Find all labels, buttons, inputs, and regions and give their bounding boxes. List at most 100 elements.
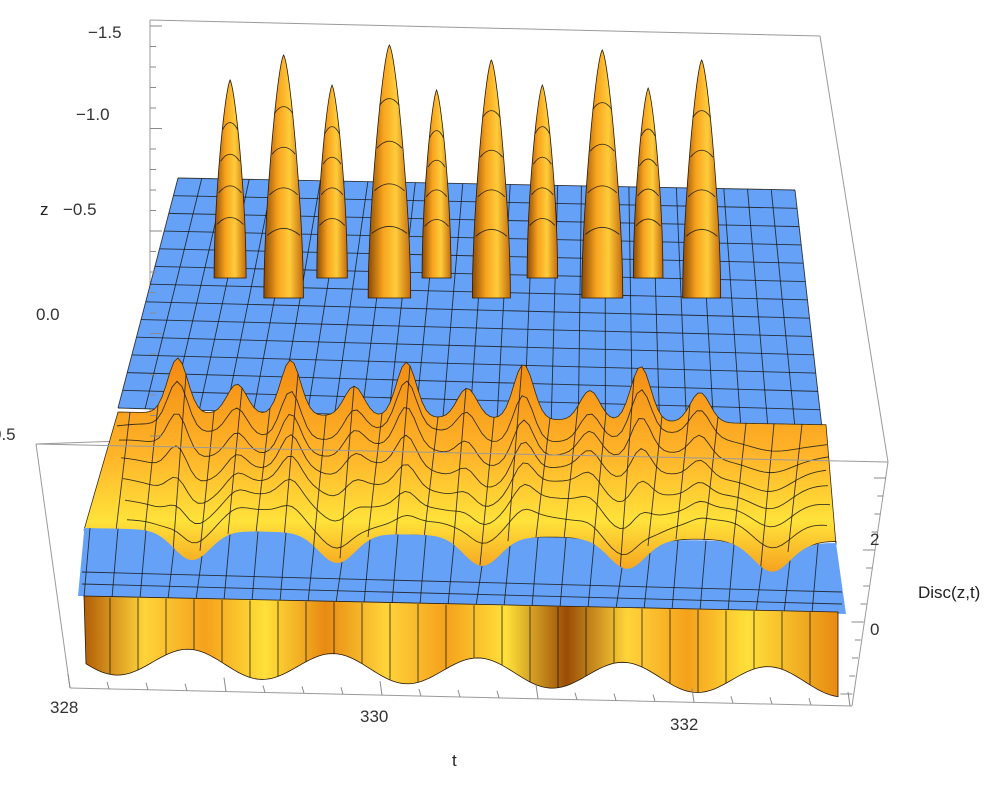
spike-mesh-line [429, 130, 444, 138]
t-axis-ticks [67, 673, 851, 707]
blue-plane-front-grid [81, 528, 843, 614]
grid-line [225, 179, 274, 412]
spike-mesh-line [531, 187, 554, 196]
spike-mesh-line [319, 217, 346, 226]
spike-mesh-line [637, 188, 660, 197]
spike-mesh-line [687, 189, 716, 198]
tick-mark [808, 697, 812, 706]
spike-mesh-line [532, 156, 552, 165]
spike-mesh-line [218, 185, 242, 194]
mesh-line [367, 413, 383, 538]
mesh-line [535, 418, 551, 538]
grid-line [747, 189, 769, 427]
spike-mesh-line [692, 110, 711, 118]
mesh-line [507, 364, 523, 542]
disc-axis-label: Disc(z,t) [918, 583, 980, 602]
spike [316, 84, 348, 279]
spike [471, 59, 511, 299]
disc-tick-2: 2 [870, 530, 879, 549]
tick-mark [340, 687, 344, 695]
mesh-line [563, 405, 579, 540]
spike-mesh-line [587, 185, 618, 194]
grid-line [559, 537, 567, 608]
tick-mark [652, 694, 656, 702]
mesh-line [283, 373, 299, 539]
spike-mesh-line [592, 102, 613, 110]
grid-line [251, 531, 259, 601]
z-tick-0-0: 0.0 [36, 305, 60, 324]
tick-mark [496, 690, 500, 699]
disc-axis-ticks [840, 477, 886, 695]
mesh-line [124, 478, 831, 530]
grid-line [167, 548, 175, 600]
spike-mesh-line [376, 140, 403, 149]
grid-line [643, 552, 651, 610]
tick-mark [301, 686, 305, 694]
mesh-line [675, 404, 691, 540]
mesh-line [227, 387, 243, 534]
tick-mark [67, 673, 71, 689]
spike-mesh-line [479, 149, 503, 158]
box-front-edges [35, 443, 889, 707]
mesh-line [787, 424, 803, 552]
grid-line [81, 583, 843, 605]
tick-mark [769, 697, 773, 705]
grid-line [145, 301, 810, 319]
spike-mesh-line [273, 106, 294, 114]
mesh-line [451, 388, 467, 562]
spike-mesh-line [374, 183, 405, 192]
spike-mesh-line [425, 189, 448, 198]
tick-mark [145, 682, 149, 690]
grid-line [723, 188, 742, 426]
grid-line [503, 545, 511, 607]
spike-mesh-line [222, 122, 239, 130]
mesh-line [115, 412, 131, 532]
mesh-line [126, 504, 828, 556]
orange-surface-front-wall [83, 595, 839, 698]
mesh-line [731, 423, 747, 555]
orange-front-wall-mesh [109, 597, 811, 693]
grid-line [794, 189, 823, 429]
spike [682, 59, 722, 299]
mesh-line [199, 411, 215, 551]
tick-mark [613, 693, 617, 701]
grid-line [307, 546, 315, 603]
grid-line [127, 372, 818, 392]
tick-mark [535, 684, 539, 699]
grid-line [363, 539, 371, 604]
spike-mesh-line [266, 227, 301, 236]
t-axis-label: t [452, 751, 457, 770]
grid-line [223, 534, 231, 601]
spike-mesh-line [690, 149, 714, 158]
spike-mesh-line [271, 146, 296, 155]
mesh-line [311, 415, 327, 564]
spike [213, 79, 247, 279]
z-tick-neg1-5: −1.5 [88, 23, 122, 42]
mesh-line [423, 416, 439, 539]
z-tick-neg0-5: −0.5 [63, 200, 97, 219]
grid-line [442, 183, 464, 418]
mesh-line [171, 374, 187, 565]
spike-mesh-line [477, 189, 506, 198]
tick-mark [262, 685, 266, 693]
mesh-line [116, 380, 828, 452]
spike [526, 84, 559, 279]
grid-line [279, 532, 287, 602]
spike-mesh-line [640, 128, 656, 137]
mesh-line [591, 412, 607, 558]
grid-line [388, 182, 416, 416]
spike-mesh-line [220, 153, 240, 162]
tick-mark [379, 681, 383, 696]
spike-mesh-line [427, 159, 446, 168]
spike-mesh-line [475, 228, 508, 237]
grid-line [195, 556, 203, 600]
spike [581, 49, 624, 299]
tick-mark [574, 692, 578, 700]
spike-mesh-line [584, 226, 620, 235]
spike-mesh-line [322, 156, 342, 165]
grid-line [81, 571, 843, 593]
z-axis-label: z [40, 200, 49, 219]
spike [421, 89, 452, 279]
disc-tick-0: 0 [870, 620, 879, 639]
tick-mark [730, 696, 734, 704]
